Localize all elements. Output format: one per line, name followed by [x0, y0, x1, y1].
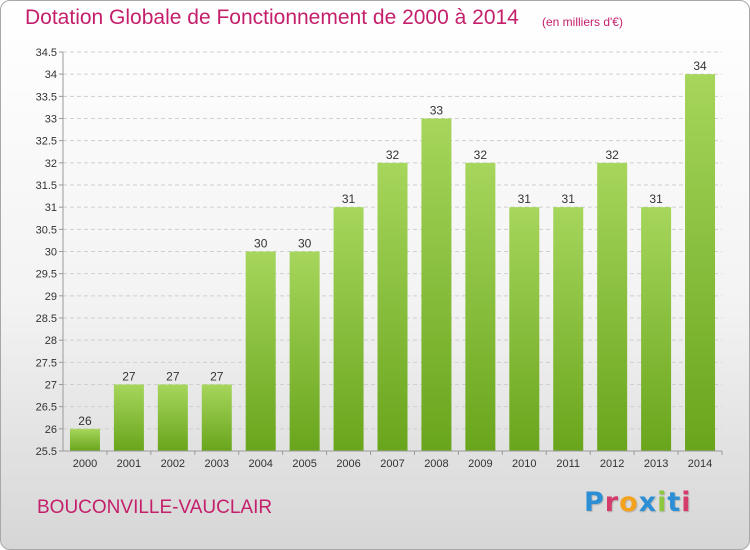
y-tick-label: 34 — [45, 69, 57, 81]
proxiti-logo: Proxiti — [584, 487, 692, 518]
data-label-2000: 26 — [78, 414, 92, 428]
x-tick-label: 2003 — [205, 458, 229, 470]
x-tick-label: 2009 — [468, 458, 492, 470]
bar-2011 — [553, 207, 584, 451]
data-label-2013: 31 — [649, 192, 663, 206]
x-tick-label: 2012 — [600, 458, 624, 470]
x-tick-label: 2001 — [117, 458, 141, 470]
logo-letter: P — [584, 487, 605, 518]
data-label-2014: 34 — [693, 59, 707, 73]
y-tick-label: 29 — [45, 291, 57, 303]
y-tick-label: 34.5 — [36, 47, 57, 59]
y-tick-label: 32 — [45, 158, 57, 170]
x-tick-label: 2007 — [380, 458, 404, 470]
data-label-2002: 27 — [166, 370, 180, 384]
bar-2001 — [113, 384, 144, 451]
x-tick-label: 2013 — [644, 458, 668, 470]
bar-2002 — [157, 384, 188, 451]
data-label-2012: 32 — [605, 148, 619, 162]
y-tick-label: 30.5 — [36, 224, 57, 236]
data-label-2004: 30 — [254, 237, 268, 251]
bar-2008 — [421, 118, 452, 451]
data-label-2005: 30 — [298, 237, 312, 251]
data-label-2009: 32 — [474, 148, 488, 162]
bar-2014 — [685, 74, 716, 452]
bar-2005 — [289, 251, 320, 451]
data-label-2007: 32 — [386, 148, 400, 162]
commune-name: BOUCONVILLE-VAUCLAIR — [37, 497, 273, 518]
y-tick-label: 31.5 — [36, 180, 57, 192]
y-tick-label: 28 — [45, 335, 57, 347]
y-tick-label: 26 — [45, 424, 57, 436]
data-label-2001: 27 — [122, 370, 136, 384]
logo-letter: i — [657, 487, 668, 518]
y-tick-label: 33.5 — [36, 91, 57, 103]
bar-2006 — [333, 207, 364, 451]
logo-letter: o — [619, 487, 639, 518]
y-tick-label: 33 — [45, 114, 57, 126]
logo-letter: i — [681, 487, 692, 518]
x-tick-label: 2005 — [292, 458, 316, 470]
y-tick-label: 30 — [45, 247, 57, 259]
bar-2009 — [465, 162, 496, 452]
logo-letter: x — [638, 487, 658, 518]
data-label-2011: 31 — [562, 192, 576, 206]
y-tick-label: 32.5 — [36, 136, 57, 148]
chart-title: Dotation Globale de Fonctionnement de 20… — [25, 6, 519, 29]
y-axis-ticks: 25.5 26 26.5 27 27.5 28 28.5 29 29.5 30 30.5 31 31.5… — [36, 47, 63, 458]
logo-letter: t — [667, 487, 682, 518]
data-label-2008: 33 — [430, 104, 444, 118]
bars — [69, 74, 716, 452]
logo-letter: r — [604, 487, 620, 518]
x-tick-label: 2010 — [512, 458, 536, 470]
axes — [62, 52, 722, 452]
bar-2000 — [69, 428, 100, 451]
data-labels: 26 27 27 27 30 30 31 32 33 32 31 31 32 31 34 — [78, 59, 707, 428]
y-tick-label: 25.5 — [36, 446, 57, 458]
bar-2003 — [201, 384, 232, 451]
bar-2012 — [597, 162, 628, 452]
y-tick-label: 27 — [45, 380, 57, 392]
bar-2007 — [377, 162, 408, 452]
x-tick-label: 2000 — [73, 458, 97, 470]
x-tick-label: 2011 — [556, 458, 580, 470]
y-tick-label: 31 — [45, 202, 57, 214]
x-tick-label: 2002 — [161, 458, 185, 470]
x-tick-label: 2008 — [424, 458, 448, 470]
data-label-2003: 27 — [210, 370, 224, 384]
bar-2010 — [509, 207, 540, 451]
bar-2013 — [641, 207, 672, 451]
x-tick-label: 2006 — [336, 458, 360, 470]
data-label-2006: 31 — [342, 192, 356, 206]
x-axis-ticks: 2000 2001 2002 2003 2004 2005 2006 2007 2008 2009… — [73, 451, 723, 470]
bar-2004 — [245, 251, 276, 451]
chart-unit-note: (en milliers d'€) — [542, 15, 623, 29]
y-tick-label: 28.5 — [36, 313, 57, 325]
x-tick-label: 2014 — [688, 458, 712, 470]
y-tick-label: 27.5 — [36, 357, 57, 369]
data-label-2010: 31 — [518, 192, 532, 206]
x-tick-label: 2004 — [248, 458, 272, 470]
y-tick-label: 29.5 — [36, 269, 57, 281]
y-tick-label: 26.5 — [36, 402, 57, 414]
